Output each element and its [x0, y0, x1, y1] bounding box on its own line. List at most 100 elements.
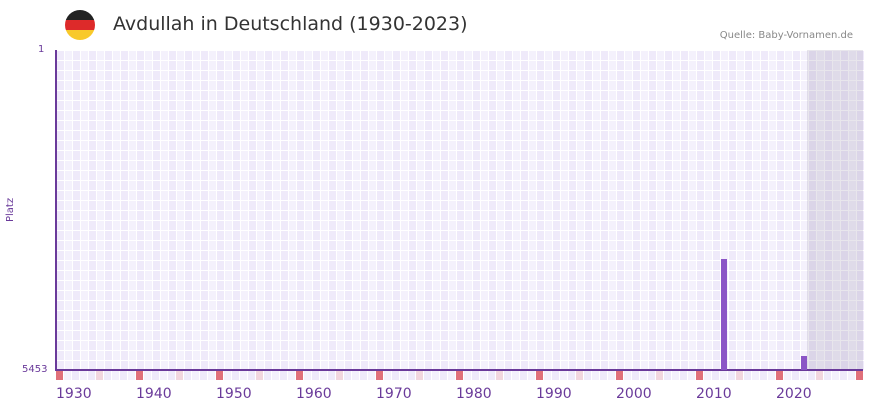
year-marker: [192, 371, 199, 380]
rank-bar-2013[interactable]: [721, 258, 727, 370]
year-marker: [816, 371, 823, 380]
year-marker: [496, 371, 503, 380]
year-marker: [464, 371, 471, 380]
year-marker: [136, 371, 143, 380]
year-marker: [336, 371, 343, 380]
year-marker: [392, 371, 399, 380]
year-marker: [704, 371, 711, 380]
year-marker: [752, 371, 759, 380]
year-marker: [640, 371, 647, 380]
year-marker: [616, 371, 623, 380]
year-marker: [680, 371, 687, 380]
year-marker: [344, 371, 351, 380]
year-marker: [152, 371, 159, 380]
year-marker: [424, 371, 431, 380]
x-tick-label: 1950: [216, 386, 252, 402]
year-marker: [456, 371, 463, 380]
year-marker: [112, 371, 119, 380]
year-marker: [240, 371, 247, 380]
year-marker: [672, 371, 679, 380]
x-tick-label: 1960: [296, 386, 332, 402]
x-tick-label: 1980: [456, 386, 492, 402]
year-marker: [304, 371, 311, 380]
year-marker: [368, 371, 375, 380]
year-marker: [792, 371, 799, 380]
year-marker: [824, 371, 831, 380]
year-marker: [624, 371, 631, 380]
year-marker: [560, 371, 567, 380]
year-marker: [176, 371, 183, 380]
year-marker: [64, 371, 71, 380]
year-marker: [160, 371, 167, 380]
year-marker: [552, 371, 559, 380]
year-marker: [760, 371, 767, 380]
x-tick-label: 2020: [776, 386, 812, 402]
year-marker: [448, 371, 455, 380]
year-marker: [776, 371, 783, 380]
year-marker: [808, 371, 815, 380]
year-marker: [744, 371, 751, 380]
year-marker: [144, 371, 151, 380]
y-axis-line: [55, 50, 57, 371]
y-tick-top: 1: [38, 44, 45, 55]
year-marker: [408, 371, 415, 380]
chart-title: Avdullah in Deutschland (1930-2023): [113, 13, 468, 35]
year-marker: [328, 371, 335, 380]
year-marker: [472, 371, 479, 380]
year-marker: [504, 371, 511, 380]
year-marker: [632, 371, 639, 380]
year-marker: [848, 371, 855, 380]
year-marker: [80, 371, 87, 380]
year-marker: [488, 371, 495, 380]
year-marker: [736, 371, 743, 380]
plot-area: [55, 50, 864, 370]
year-marker: [400, 371, 407, 380]
year-marker: [312, 371, 319, 380]
germany-flag-icon: [65, 10, 95, 40]
year-marker: [280, 371, 287, 380]
year-marker: [440, 371, 447, 380]
year-marker: [200, 371, 207, 380]
x-tick-label: 1930: [56, 386, 92, 402]
year-marker: [712, 371, 719, 380]
year-marker: [512, 371, 519, 380]
year-marker: [216, 371, 223, 380]
year-marker: [528, 371, 535, 380]
year-marker: [360, 371, 367, 380]
year-marker: [568, 371, 575, 380]
x-tick-label: 1940: [136, 386, 172, 402]
year-marker: [128, 371, 135, 380]
year-marker: [696, 371, 703, 380]
year-marker: [296, 371, 303, 380]
year-marker: [168, 371, 175, 380]
year-marker: [800, 371, 807, 380]
year-marker: [600, 371, 607, 380]
year-marker: [224, 371, 231, 380]
year-marker: [432, 371, 439, 380]
rank-bar-2023[interactable]: [801, 356, 807, 370]
source-link[interactable]: Quelle: Baby-Vornamen.de: [719, 30, 853, 41]
year-marker: [856, 371, 863, 380]
year-marker: [272, 371, 279, 380]
year-marker: [232, 371, 239, 380]
year-marker: [208, 371, 215, 380]
year-marker: [728, 371, 735, 380]
year-marker: [840, 371, 847, 380]
year-marker: [352, 371, 359, 380]
year-marker: [520, 371, 527, 380]
year-marker: [656, 371, 663, 380]
year-marker: [288, 371, 295, 380]
year-marker: [576, 371, 583, 380]
year-marker: [768, 371, 775, 380]
year-marker: [536, 371, 543, 380]
year-marker: [56, 371, 63, 380]
year-marker: [688, 371, 695, 380]
year-marker: [416, 371, 423, 380]
year-marker: [256, 371, 263, 380]
year-marker: [480, 371, 487, 380]
year-marker: [376, 371, 383, 380]
year-marker: [592, 371, 599, 380]
year-marker: [248, 371, 255, 380]
year-marker: [184, 371, 191, 380]
year-marker: [384, 371, 391, 380]
